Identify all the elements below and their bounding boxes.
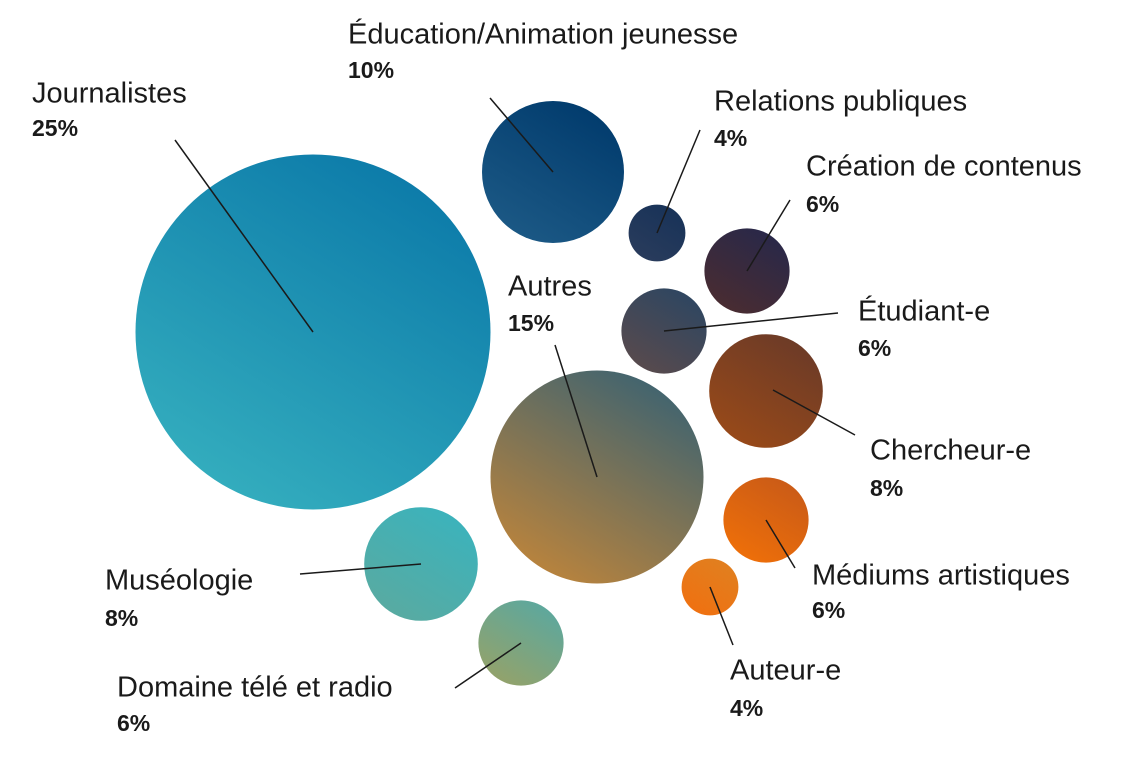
leader-line bbox=[772, 389, 856, 436]
bubble-label: Domaine télé et radio bbox=[117, 672, 393, 704]
value-label: 8% bbox=[105, 605, 138, 631]
leader-line bbox=[663, 312, 839, 332]
value-label: 4% bbox=[714, 125, 747, 151]
value-label: 6% bbox=[858, 335, 891, 361]
bubble-label: Muséologie bbox=[105, 565, 253, 597]
bubble-label: Médiums artistiques bbox=[812, 560, 1070, 592]
bubble-label: Journalistes bbox=[32, 78, 187, 110]
leader-line bbox=[174, 139, 314, 333]
value-label: 6% bbox=[117, 710, 150, 736]
leader-line bbox=[765, 519, 796, 569]
value-label: 15% bbox=[508, 310, 554, 336]
bubble-label: Auteur-e bbox=[730, 655, 841, 687]
bubble-label: Création de contenus bbox=[806, 151, 1082, 183]
bubble-label: Chercheur-e bbox=[870, 435, 1031, 467]
leader-line bbox=[299, 563, 422, 575]
bubble-label: Étudiant-e bbox=[858, 295, 990, 328]
value-label: 10% bbox=[348, 57, 394, 83]
value-label: 8% bbox=[870, 475, 903, 501]
value-label: 6% bbox=[806, 191, 839, 217]
value-label: 25% bbox=[32, 115, 78, 141]
bubble-label: Autres bbox=[508, 271, 592, 303]
leader-line bbox=[656, 129, 701, 234]
leader-line bbox=[709, 586, 734, 646]
bubble-label: Éducation/Animation jeunesse bbox=[348, 18, 738, 51]
leader-line bbox=[746, 199, 791, 272]
bubble-label: Relations publiques bbox=[714, 86, 967, 118]
bubble bbox=[709, 334, 823, 448]
leader-line bbox=[554, 344, 598, 478]
leader-line bbox=[454, 642, 522, 689]
value-label: 4% bbox=[730, 695, 763, 721]
leader-line bbox=[489, 97, 554, 173]
value-label: 6% bbox=[812, 597, 845, 623]
